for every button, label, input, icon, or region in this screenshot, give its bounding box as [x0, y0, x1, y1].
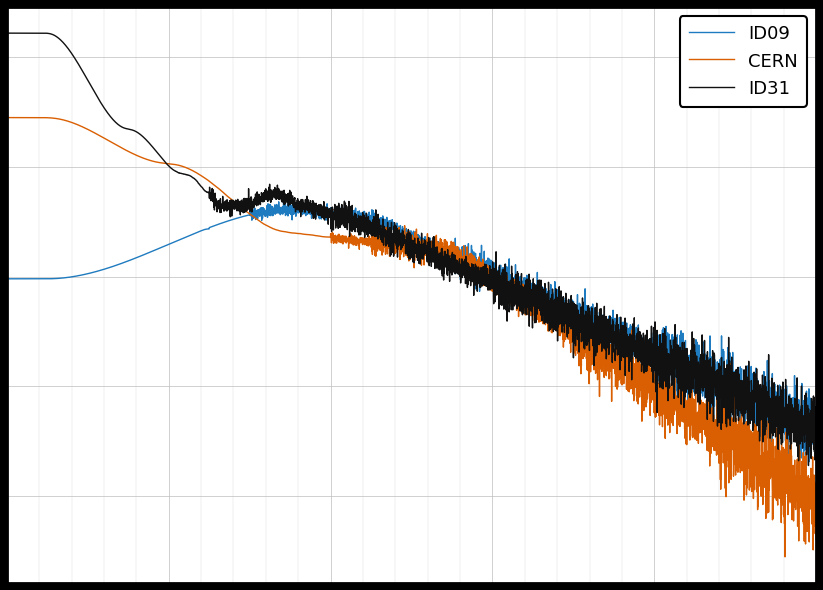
Legend: ID09, CERN, ID31: ID09, CERN, ID31 [680, 16, 807, 107]
ID09 [667, 360, 677, 368]
ID09 [606, 316, 616, 323]
CERN [811, 536, 821, 543]
ID31 [487, 267, 497, 274]
ID31 [803, 462, 813, 469]
ID09 [811, 428, 821, 435]
ID09 [149, 247, 159, 254]
CERN [667, 410, 677, 417]
ID09 [487, 264, 497, 271]
ID31 [311, 200, 321, 207]
Line: ID31: ID31 [7, 33, 816, 466]
CERN [528, 301, 538, 309]
ID09 [2, 276, 12, 283]
CERN [606, 348, 616, 355]
Line: ID09: ID09 [7, 198, 816, 464]
ID09 [279, 195, 289, 202]
ID31 [528, 295, 538, 302]
ID31 [2, 30, 12, 37]
CERN [149, 158, 159, 165]
CERN [780, 553, 790, 560]
CERN [487, 283, 497, 290]
CERN [311, 232, 321, 239]
ID31 [811, 442, 821, 449]
Line: CERN: CERN [7, 117, 816, 557]
CERN [2, 114, 12, 121]
ID31 [149, 145, 159, 152]
ID09 [528, 288, 538, 295]
ID31 [606, 329, 616, 336]
ID09 [311, 212, 321, 219]
ID31 [667, 381, 677, 388]
ID09 [798, 461, 808, 468]
